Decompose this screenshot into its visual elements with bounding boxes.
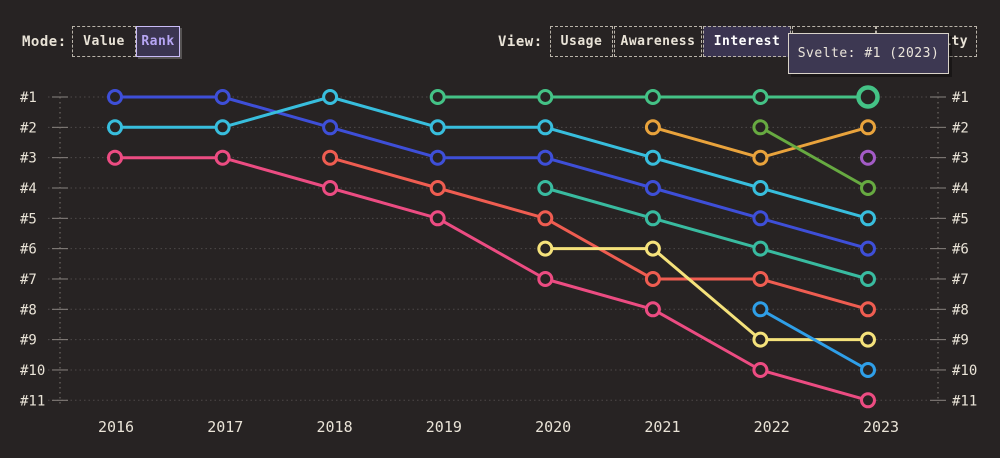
data-point-blue-2020[interactable] bbox=[537, 149, 554, 166]
data-point-pink-2019[interactable] bbox=[429, 210, 446, 227]
data-point-pink-2023[interactable] bbox=[860, 392, 876, 409]
y-axis-label-left: #10 bbox=[20, 363, 45, 379]
series-line-olive bbox=[758, 125, 870, 190]
data-point-highlighted-green-2023[interactable] bbox=[856, 85, 880, 109]
data-point-lightblue-2022[interactable] bbox=[752, 301, 769, 318]
y-axis-label-right: #11 bbox=[952, 393, 977, 409]
series-line-lightblue bbox=[758, 307, 870, 372]
y-axis-label-right: #1 bbox=[952, 90, 969, 106]
data-point-cyan-2022[interactable] bbox=[752, 180, 769, 196]
data-point-teal-2021[interactable] bbox=[644, 210, 661, 227]
data-point-salmon-2019[interactable] bbox=[429, 180, 446, 196]
data-point-salmon-2018[interactable] bbox=[322, 149, 339, 166]
y-axis-label-left: #5 bbox=[20, 211, 37, 227]
data-point-cyan-2016[interactable] bbox=[107, 119, 123, 136]
data-point-green-2019[interactable] bbox=[429, 89, 446, 105]
data-point-salmon-2023[interactable] bbox=[860, 301, 876, 318]
chart-tooltip: Svelte: #1 (2023) bbox=[788, 33, 949, 74]
data-point-cyan-2019[interactable] bbox=[429, 119, 446, 136]
data-point-pink-2020[interactable] bbox=[537, 271, 554, 287]
data-point-green-2020[interactable] bbox=[537, 89, 554, 105]
data-point-blue-2022[interactable] bbox=[752, 210, 769, 227]
y-axis-label-right: #10 bbox=[952, 363, 977, 379]
x-axis-label-2022: 2022 bbox=[754, 418, 790, 436]
data-point-green-2021[interactable] bbox=[644, 89, 661, 105]
y-axis-label-left: #7 bbox=[20, 272, 37, 288]
data-point-blue-2021[interactable] bbox=[644, 180, 661, 196]
y-axis-label-left: #11 bbox=[20, 393, 45, 409]
y-axis-label-left: #2 bbox=[20, 120, 37, 136]
data-point-green-2022[interactable] bbox=[752, 89, 769, 105]
tooltip-text: Svelte: #1 (2023) bbox=[797, 46, 940, 61]
data-point-blue-2017[interactable] bbox=[214, 89, 231, 105]
y-axis-label-right: #4 bbox=[952, 181, 969, 197]
y-axis-label-left: #3 bbox=[20, 151, 37, 167]
data-point-olive-2023[interactable] bbox=[860, 180, 876, 196]
y-axis-label-right: #5 bbox=[952, 211, 969, 227]
data-point-salmon-2020[interactable] bbox=[537, 210, 554, 227]
series-line-pink bbox=[113, 156, 870, 402]
data-point-blue-2023[interactable] bbox=[860, 240, 876, 257]
data-point-cyan-2020[interactable] bbox=[537, 119, 554, 136]
series-line-salmon bbox=[328, 156, 870, 311]
data-point-cyan-2023[interactable] bbox=[860, 210, 876, 227]
view-usage-button[interactable]: Usage bbox=[550, 26, 613, 57]
x-axis-label-2016: 2016 bbox=[98, 418, 134, 436]
data-point-teal-2023[interactable] bbox=[860, 271, 876, 287]
mode-rank-button[interactable]: Rank bbox=[136, 26, 180, 57]
data-point-olive-2022[interactable] bbox=[752, 119, 769, 136]
series-line-blue bbox=[113, 95, 870, 251]
data-point-salmon-2022[interactable] bbox=[752, 271, 769, 287]
x-axis-label-2020: 2020 bbox=[535, 418, 571, 436]
data-point-yellow-2023[interactable] bbox=[860, 331, 876, 348]
y-axis-label-right: #7 bbox=[952, 272, 969, 288]
y-axis-label-right: #8 bbox=[952, 302, 969, 318]
y-axis-label-left: #1 bbox=[20, 90, 37, 106]
mode-value-button[interactable]: Value bbox=[72, 26, 136, 57]
data-point-pink-2017[interactable] bbox=[214, 149, 231, 166]
data-point-amber-2021[interactable] bbox=[644, 119, 661, 136]
data-point-pink-2022[interactable] bbox=[752, 362, 769, 378]
data-point-salmon-2021[interactable] bbox=[644, 271, 661, 287]
data-point-amber-2022[interactable] bbox=[752, 149, 769, 166]
y-axis-label-right: #9 bbox=[952, 333, 969, 349]
y-axis-label-right: #3 bbox=[952, 151, 969, 167]
mode-label: Mode: bbox=[22, 34, 67, 50]
y-axis-label-right: #6 bbox=[952, 242, 969, 258]
series-line-teal bbox=[543, 186, 870, 281]
data-point-yellow-2021[interactable] bbox=[644, 240, 661, 257]
data-point-teal-2022[interactable] bbox=[752, 240, 769, 257]
view-label: View: bbox=[498, 34, 543, 50]
data-point-amber-2023[interactable] bbox=[860, 119, 876, 136]
x-axis-label-2021: 2021 bbox=[644, 418, 680, 436]
data-point-yellow-2022[interactable] bbox=[752, 331, 769, 348]
y-axis-label-left: #4 bbox=[20, 181, 37, 197]
data-point-pink-2016[interactable] bbox=[107, 149, 123, 166]
x-axis-label-2019: 2019 bbox=[426, 418, 462, 436]
data-point-purple-2023[interactable] bbox=[860, 149, 876, 166]
series-line-cyan bbox=[113, 95, 870, 220]
x-axis-label-2023: 2023 bbox=[863, 418, 899, 436]
data-point-pink-2018[interactable] bbox=[322, 180, 339, 196]
view-awareness-button[interactable]: Awareness bbox=[614, 26, 702, 57]
data-point-pink-2021[interactable] bbox=[644, 301, 661, 318]
data-point-teal-2020[interactable] bbox=[537, 180, 554, 196]
data-point-lightblue-2023[interactable] bbox=[860, 362, 876, 378]
data-point-blue-2018[interactable] bbox=[322, 119, 339, 136]
y-axis-label-left: #9 bbox=[20, 333, 37, 349]
data-point-blue-2016[interactable] bbox=[107, 89, 123, 105]
y-axis-label-right: #2 bbox=[952, 120, 969, 136]
x-axis-label-2017: 2017 bbox=[207, 418, 243, 436]
y-axis-label-left: #6 bbox=[20, 242, 37, 258]
data-point-blue-2019[interactable] bbox=[429, 149, 446, 166]
data-point-cyan-2021[interactable] bbox=[644, 149, 661, 166]
data-point-cyan-2018[interactable] bbox=[322, 89, 339, 105]
x-axis-label-2018: 2018 bbox=[317, 418, 353, 436]
data-point-cyan-2017[interactable] bbox=[214, 119, 231, 136]
y-axis-label-left: #8 bbox=[20, 302, 37, 318]
data-point-yellow-2020[interactable] bbox=[537, 240, 554, 257]
